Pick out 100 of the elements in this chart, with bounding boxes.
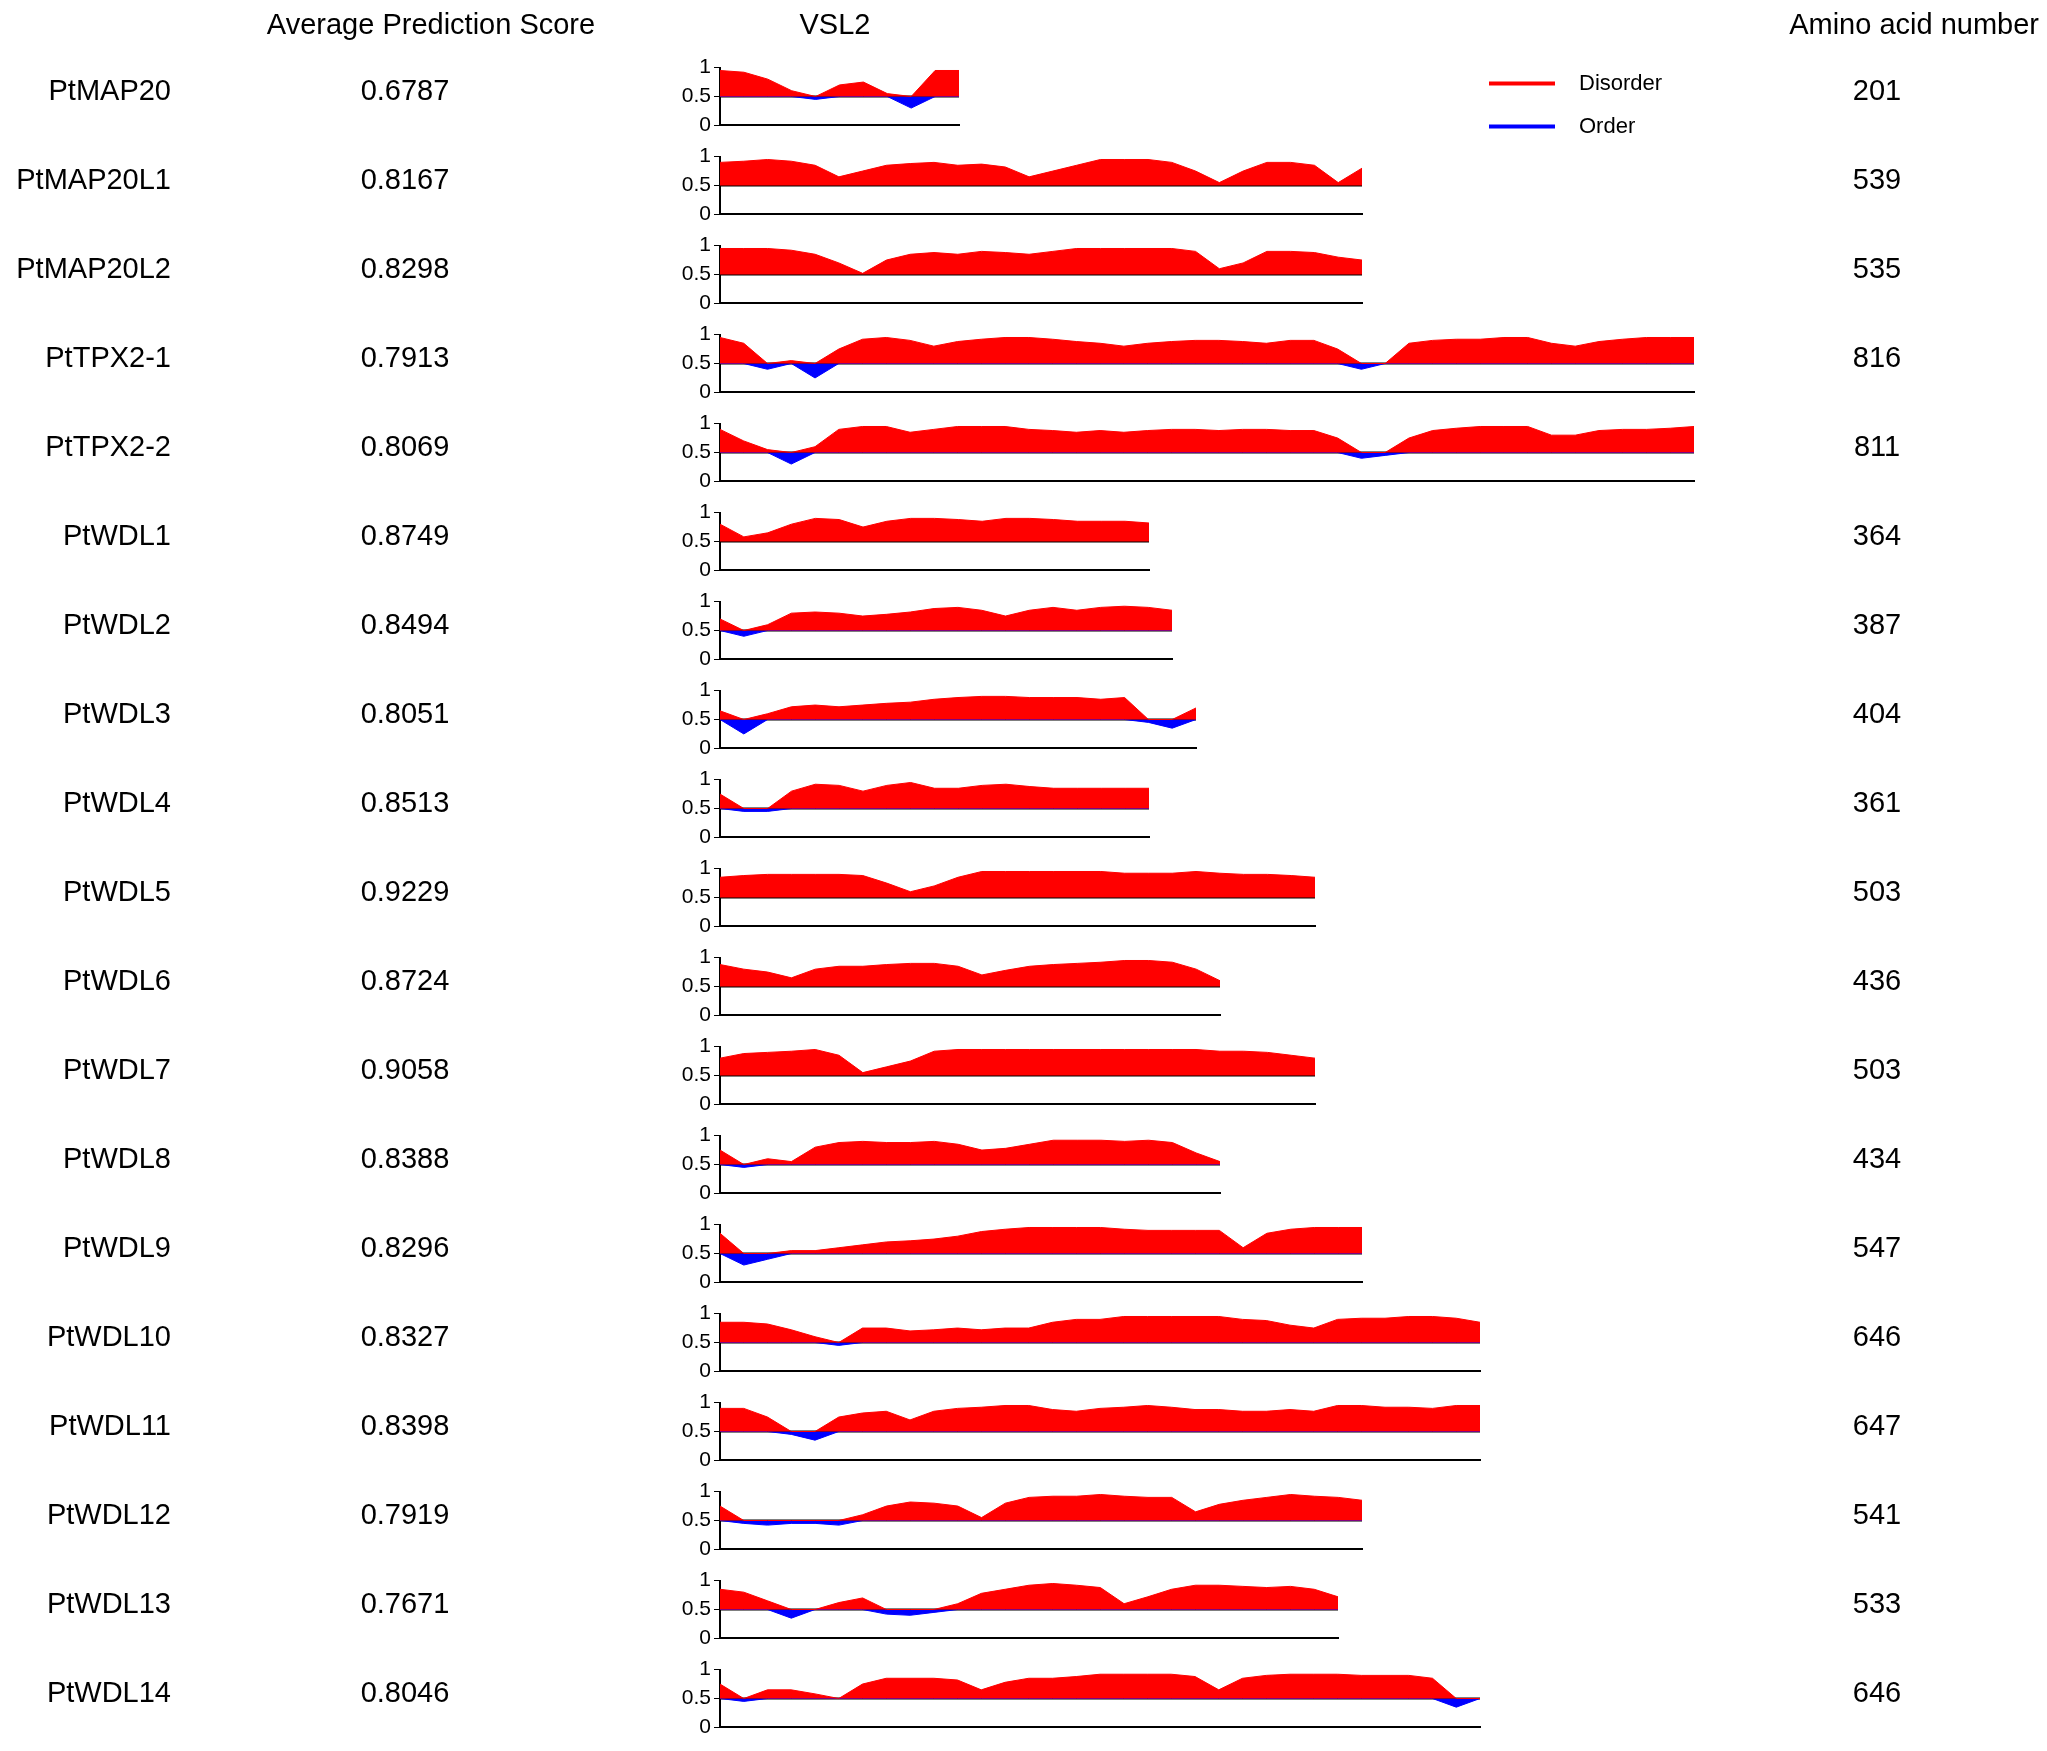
- y-axis-title: PtWDL1: [62, 519, 171, 552]
- y-axis-title: PtWDL8: [62, 1142, 171, 1175]
- y-tick-label: 0: [699, 1714, 711, 1738]
- y-tick-label: 1: [699, 143, 711, 167]
- text: 0.7919: [359, 1498, 451, 1531]
- y-tick-label: 1: [699, 1389, 711, 1413]
- y-tick-label: 1: [699, 1122, 711, 1146]
- text: 404: [1851, 697, 1903, 730]
- y-tick-label: 0: [699, 1358, 711, 1382]
- y-tick-label: 0.5: [681, 1240, 711, 1264]
- y-tick-label: 0: [699, 290, 711, 314]
- text: 811: [1852, 430, 1902, 463]
- text: Average Prediction Score: [265, 8, 597, 41]
- text: 533: [1851, 1587, 1903, 1620]
- y-axis-title: PtWDL6: [62, 964, 171, 997]
- y-tick-label: 1: [699, 1211, 711, 1235]
- y-tick-label: 0: [699, 1269, 711, 1293]
- y-tick-label: 0.5: [681, 795, 711, 819]
- y-axis-title: PtWDL4: [62, 786, 171, 819]
- y-tick-label: 0: [699, 1625, 711, 1649]
- y-tick-label: 0: [699, 646, 711, 670]
- y-tick-label: 0.5: [681, 1596, 711, 1620]
- text: 0.6787: [359, 74, 451, 107]
- y-tick-label: 1: [699, 499, 711, 523]
- text: 434: [1851, 1142, 1903, 1175]
- y-tick-label: 1: [699, 855, 711, 879]
- legend-label: Disorder: [1579, 69, 1663, 95]
- y-axis-title: PtMAP20L2: [15, 252, 171, 285]
- y-tick-label: 0.5: [681, 706, 711, 730]
- y-tick-label: 0: [699, 1536, 711, 1560]
- y-tick-label: 0.5: [681, 261, 711, 285]
- text: 0.8724: [359, 964, 451, 997]
- text: 0.9229: [359, 875, 451, 908]
- text: 0.8388: [359, 1142, 451, 1175]
- y-tick-label: 0.5: [681, 172, 711, 196]
- y-axis-title: PtWDL2: [62, 608, 171, 641]
- text: 0.8398: [359, 1409, 451, 1442]
- y-tick-label: 0.5: [681, 973, 711, 997]
- y-tick-label: 0.5: [681, 83, 711, 107]
- y-tick-label: 1: [699, 944, 711, 968]
- y-tick-label: 1: [699, 321, 711, 345]
- y-axis-title: PtWDL9: [62, 1231, 171, 1264]
- text: 436: [1851, 964, 1903, 997]
- text: 361: [1851, 786, 1903, 819]
- text: 0.8296: [359, 1231, 451, 1264]
- text: 0.8051: [359, 697, 451, 730]
- y-tick-label: 1: [699, 1567, 711, 1591]
- text: 541: [1851, 1498, 1903, 1531]
- y-axis-title: PtWDL3: [62, 697, 171, 730]
- y-tick-label: 0: [699, 824, 711, 848]
- text: 0.8749: [359, 519, 451, 552]
- text: Amino acid number: [1788, 8, 2039, 41]
- y-tick-label: 0: [699, 913, 711, 937]
- y-tick-label: 0: [699, 1091, 711, 1115]
- text: 0.7913: [359, 341, 451, 374]
- y-tick-label: 1: [699, 1656, 711, 1680]
- y-tick-label: 0.5: [681, 528, 711, 552]
- text: 364: [1851, 519, 1903, 552]
- y-axis-title: PtWDL14: [45, 1676, 171, 1709]
- y-tick-label: 0.5: [681, 350, 711, 374]
- y-tick-label: 1: [699, 588, 711, 612]
- y-axis-title: PtWDL5: [62, 875, 171, 908]
- y-tick-label: 0: [699, 735, 711, 759]
- y-tick-label: 0.5: [681, 1418, 711, 1442]
- text: VSL2: [798, 8, 872, 41]
- y-tick-label: 1: [699, 54, 711, 78]
- y-tick-label: 0.5: [681, 1062, 711, 1086]
- y-tick-label: 0: [699, 557, 711, 581]
- y-tick-label: 1: [699, 1033, 711, 1057]
- y-axis-title: PtMAP20L1: [15, 163, 171, 196]
- text: 503: [1851, 875, 1903, 908]
- y-tick-label: 1: [699, 677, 711, 701]
- text: 0.8069: [359, 430, 451, 463]
- legend-label: Order: [1579, 112, 1636, 138]
- y-tick-label: 1: [699, 232, 711, 256]
- text: 0.8327: [359, 1320, 451, 1353]
- y-axis-title: PtWDL10: [45, 1320, 171, 1353]
- text: 535: [1851, 252, 1903, 285]
- y-tick-label: 0.5: [681, 617, 711, 641]
- text: 539: [1851, 163, 1903, 196]
- y-axis-title: PtWDL11: [48, 1409, 171, 1442]
- y-tick-label: 1: [699, 410, 711, 434]
- y-axis-title: PtTPX2-1: [44, 341, 171, 374]
- y-tick-label: 0.5: [681, 884, 711, 908]
- text: 646: [1851, 1320, 1903, 1353]
- y-tick-label: 1: [699, 1478, 711, 1502]
- text: 647: [1851, 1409, 1903, 1442]
- text: 201: [1851, 74, 1903, 107]
- y-tick-label: 0: [699, 201, 711, 225]
- y-axis-title: PtWDL13: [45, 1587, 171, 1620]
- y-axis-title: PtWDL7: [62, 1053, 171, 1086]
- text: 0.8046: [359, 1676, 451, 1709]
- y-tick-label: 0.5: [681, 439, 711, 463]
- y-tick-label: 1: [699, 1300, 711, 1324]
- y-tick-label: 0: [699, 1002, 711, 1026]
- y-tick-label: 1: [699, 766, 711, 790]
- text: 0.8494: [359, 608, 451, 641]
- text: 0.8298: [359, 252, 451, 285]
- text: 547: [1851, 1231, 1903, 1264]
- y-tick-label: 0.5: [681, 1507, 711, 1531]
